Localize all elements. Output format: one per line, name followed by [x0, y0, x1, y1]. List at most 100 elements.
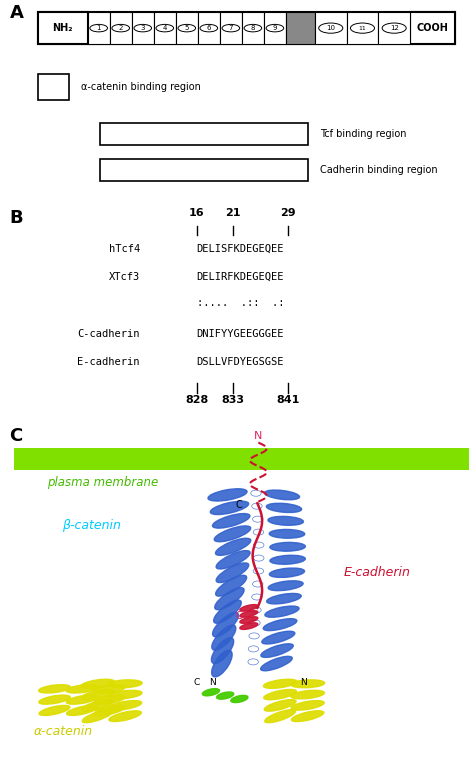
- Circle shape: [382, 23, 406, 33]
- Ellipse shape: [248, 659, 258, 665]
- Ellipse shape: [215, 587, 244, 609]
- Ellipse shape: [253, 516, 263, 522]
- Ellipse shape: [39, 695, 70, 704]
- Bar: [38, 12, 455, 44]
- Text: C: C: [236, 500, 243, 510]
- Ellipse shape: [231, 695, 248, 703]
- Ellipse shape: [264, 490, 300, 500]
- Ellipse shape: [109, 711, 141, 722]
- Ellipse shape: [261, 656, 292, 671]
- Ellipse shape: [253, 581, 263, 587]
- Ellipse shape: [109, 700, 142, 710]
- Text: β-catenin: β-catenin: [62, 518, 120, 532]
- Text: N: N: [209, 678, 216, 687]
- Text: plasma membrane: plasma membrane: [47, 476, 159, 490]
- Bar: [198, 12, 220, 44]
- Ellipse shape: [216, 550, 250, 569]
- Ellipse shape: [81, 690, 114, 700]
- Text: C: C: [9, 428, 23, 446]
- Ellipse shape: [261, 644, 293, 657]
- Bar: [264, 12, 286, 44]
- Bar: [88, 12, 109, 44]
- Ellipse shape: [108, 680, 142, 688]
- Ellipse shape: [240, 605, 258, 611]
- Text: E-cadherin: E-cadherin: [344, 566, 410, 579]
- Circle shape: [350, 23, 374, 33]
- Ellipse shape: [254, 555, 264, 561]
- Ellipse shape: [217, 692, 234, 699]
- Ellipse shape: [292, 711, 324, 722]
- Ellipse shape: [82, 709, 113, 722]
- Bar: [286, 12, 315, 44]
- Text: N: N: [300, 678, 307, 687]
- Text: α-catenin binding region: α-catenin binding region: [81, 83, 201, 92]
- Text: 29: 29: [280, 208, 295, 218]
- Text: 2: 2: [118, 25, 123, 31]
- Circle shape: [222, 24, 240, 32]
- Text: DELISFKDEGEQEE: DELISFKDEGEQEE: [197, 244, 284, 254]
- Ellipse shape: [216, 575, 246, 596]
- Ellipse shape: [210, 501, 249, 515]
- Ellipse shape: [291, 700, 324, 710]
- Ellipse shape: [268, 581, 303, 590]
- Ellipse shape: [263, 619, 297, 631]
- Text: 1: 1: [96, 25, 101, 31]
- Ellipse shape: [264, 690, 297, 700]
- Ellipse shape: [240, 623, 258, 629]
- Text: DELIRFKDEGEQEE: DELIRFKDEGEQEE: [197, 272, 284, 282]
- Ellipse shape: [269, 568, 305, 578]
- Text: 828: 828: [185, 395, 209, 405]
- Bar: [154, 12, 176, 44]
- Ellipse shape: [268, 516, 303, 525]
- Text: NH₂: NH₂: [53, 23, 73, 33]
- Ellipse shape: [214, 526, 251, 542]
- Bar: [346, 12, 378, 44]
- Text: N: N: [254, 431, 263, 441]
- Text: 833: 833: [222, 395, 245, 405]
- Ellipse shape: [254, 542, 264, 548]
- Ellipse shape: [93, 684, 126, 693]
- Text: 4: 4: [163, 25, 167, 31]
- Ellipse shape: [265, 709, 295, 722]
- Ellipse shape: [202, 688, 219, 696]
- Ellipse shape: [252, 503, 262, 509]
- Bar: [38, 74, 69, 100]
- Ellipse shape: [264, 700, 296, 711]
- Text: A: A: [9, 4, 23, 22]
- Text: 16: 16: [189, 208, 204, 218]
- Bar: [132, 12, 154, 44]
- Ellipse shape: [81, 679, 114, 688]
- Ellipse shape: [212, 514, 250, 528]
- Bar: [378, 12, 410, 44]
- Ellipse shape: [250, 620, 260, 626]
- Bar: [14, 448, 469, 470]
- Ellipse shape: [214, 600, 241, 623]
- Text: hTcf4: hTcf4: [109, 244, 140, 254]
- Text: E-cadherin: E-cadherin: [77, 357, 140, 368]
- Bar: [38, 12, 88, 44]
- Ellipse shape: [39, 706, 70, 716]
- Ellipse shape: [291, 680, 325, 688]
- Ellipse shape: [108, 691, 142, 699]
- Ellipse shape: [266, 503, 301, 512]
- Text: 7: 7: [228, 25, 233, 31]
- Text: 21: 21: [226, 208, 241, 218]
- Ellipse shape: [251, 607, 261, 613]
- Circle shape: [90, 24, 108, 32]
- Ellipse shape: [216, 563, 249, 583]
- Ellipse shape: [291, 691, 325, 699]
- Circle shape: [156, 24, 173, 32]
- Ellipse shape: [211, 637, 234, 663]
- Text: 8: 8: [251, 25, 255, 31]
- Ellipse shape: [240, 611, 258, 617]
- Circle shape: [244, 24, 262, 32]
- Bar: [220, 12, 242, 44]
- Bar: [315, 12, 346, 44]
- Text: B: B: [9, 209, 23, 227]
- Text: 12: 12: [390, 25, 399, 31]
- Text: 841: 841: [276, 395, 300, 405]
- Ellipse shape: [208, 489, 247, 501]
- Text: DSLLVFDYEGSGSE: DSLLVFDYEGSGSE: [197, 357, 284, 368]
- Text: :....  .::  .:: :.... .:: .:: [197, 298, 284, 308]
- Ellipse shape: [38, 684, 71, 693]
